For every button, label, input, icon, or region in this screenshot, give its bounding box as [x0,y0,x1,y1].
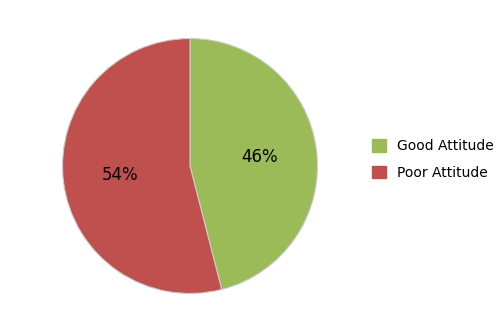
Text: 54%: 54% [102,166,139,184]
Legend: Good Attitude, Poor Attitude: Good Attitude, Poor Attitude [372,139,494,180]
Text: 46%: 46% [242,148,278,166]
Wedge shape [190,39,318,290]
Wedge shape [62,39,222,293]
